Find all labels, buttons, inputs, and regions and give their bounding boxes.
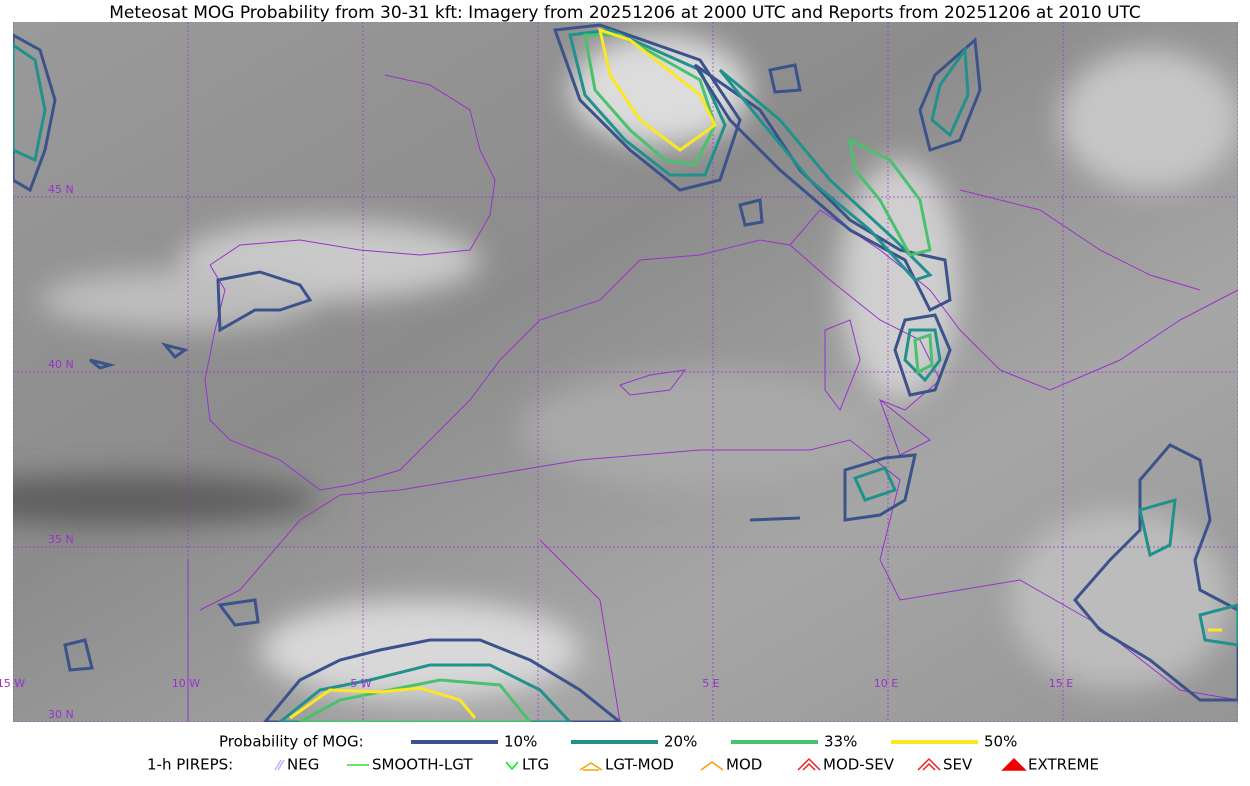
pirep-symbol xyxy=(700,761,724,771)
contour-line xyxy=(843,453,917,522)
legend-label: MOD-SEV xyxy=(823,756,895,774)
contour-line xyxy=(89,358,116,370)
lon-label: 10 W xyxy=(172,677,200,690)
contour-line xyxy=(160,342,189,360)
legend-label: SEV xyxy=(943,756,973,774)
legend-label: 10% xyxy=(504,733,537,751)
contour-line xyxy=(1073,443,1238,702)
contour-line xyxy=(768,63,802,94)
legend-label: LGT-MOD xyxy=(605,756,674,774)
contour-line xyxy=(217,598,260,627)
pirep-symbol xyxy=(1001,757,1027,771)
contour-line xyxy=(63,638,94,672)
lon-label: 15 E xyxy=(1049,677,1073,690)
legend-label: SMOOTH-LGT xyxy=(372,756,473,774)
contour-line xyxy=(1198,603,1238,647)
probability-contours xyxy=(13,23,1238,722)
legend-label: MOD xyxy=(726,756,762,774)
contour-line xyxy=(552,23,742,192)
contour-line xyxy=(852,466,898,502)
legend-label: 33% xyxy=(824,733,857,751)
contour-line xyxy=(216,270,313,333)
pirep-symbol xyxy=(917,757,941,771)
legend-label: LTG xyxy=(522,756,549,774)
legend-title: 1-h PIREPS: xyxy=(147,756,233,774)
lat-label: 30 N xyxy=(48,708,74,721)
contour-line xyxy=(13,33,57,193)
legend: Probability of MOG: 10% 20% 33% 50% 1-h PIREP… xyxy=(147,733,1099,774)
lon-label: 5 W xyxy=(350,677,371,690)
contour-line xyxy=(749,516,801,522)
contour-line xyxy=(1138,497,1177,558)
contour-line xyxy=(718,68,933,282)
lat-label: 45 N xyxy=(48,183,74,196)
legend-label: NEG xyxy=(287,756,319,774)
contour-line xyxy=(848,137,932,257)
contour-line xyxy=(918,36,982,152)
map xyxy=(13,22,1238,722)
pirep-symbol xyxy=(797,757,821,771)
contour-line xyxy=(263,638,623,722)
lat-label: 35 N xyxy=(48,533,74,546)
pirep-symbol xyxy=(579,762,603,771)
contour-line xyxy=(299,678,532,722)
contour-line xyxy=(277,663,573,722)
contour-line xyxy=(893,313,952,397)
graticule-labels: 45 N 40 N 35 N 30 N 15 W 10 W 5 W 5 E 10 E 15 E xyxy=(0,183,1073,721)
contour-line xyxy=(738,198,764,227)
contour-line xyxy=(568,28,727,177)
lon-label: 15 W xyxy=(0,677,25,690)
lon-label: 10 E xyxy=(874,677,898,690)
contour-line xyxy=(13,43,47,163)
legend-label: EXTREME xyxy=(1028,756,1099,774)
contour-line xyxy=(289,686,477,720)
contour-line xyxy=(597,27,717,152)
graticule xyxy=(13,22,1238,722)
contour-line xyxy=(913,332,934,375)
contour-line xyxy=(583,33,717,167)
contour-line xyxy=(930,45,970,138)
legend-label: 20% xyxy=(664,733,697,751)
pirep-symbol xyxy=(274,759,285,771)
lon-label: 5 E xyxy=(702,677,719,690)
map-title: Meteosat MOG Probability from 30-31 kft:… xyxy=(109,3,1141,23)
lat-label: 40 N xyxy=(48,358,74,371)
legend-label: 50% xyxy=(984,733,1017,751)
pirep-symbol xyxy=(505,761,519,771)
contour-line xyxy=(903,328,942,383)
legend-title: Probability of MOG: xyxy=(219,733,364,751)
